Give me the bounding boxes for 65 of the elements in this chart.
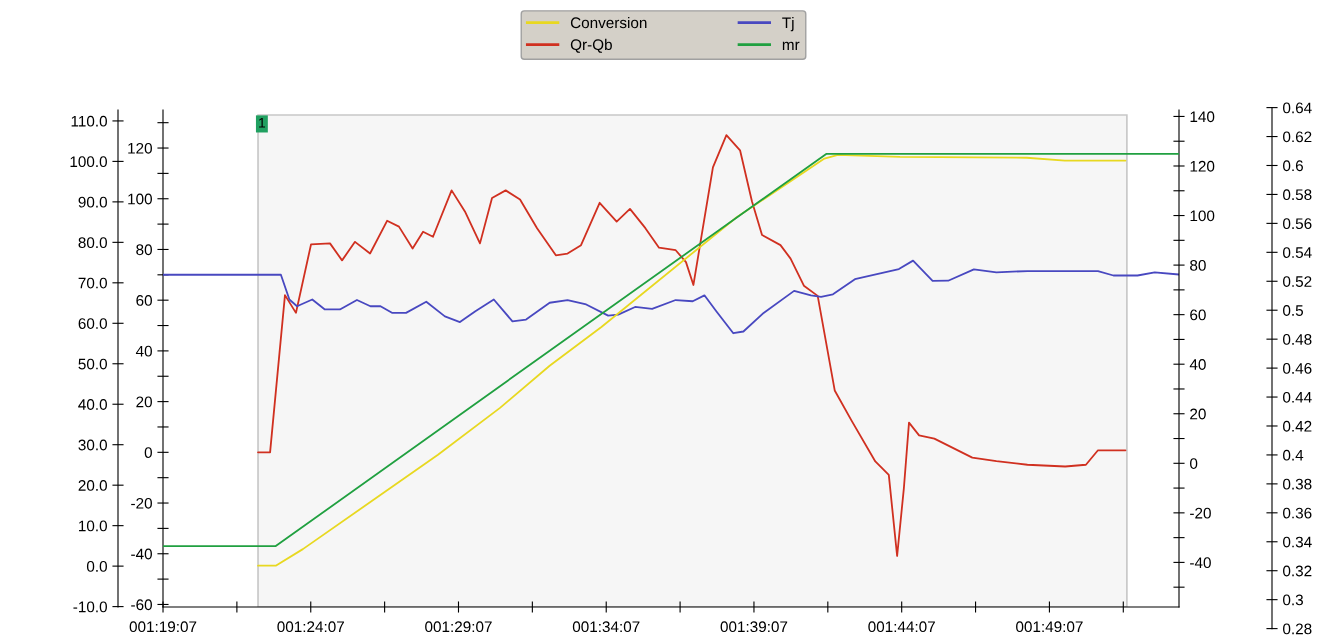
y-tick-label: 80 — [136, 244, 152, 256]
y-tick-label: 40 — [135, 345, 152, 357]
x-tick-label: 001:39:07 — [720, 621, 788, 633]
y-tick-label: 120 — [128, 142, 152, 154]
y-tick-label: 0 — [144, 447, 152, 459]
y-tick-label: 0.28 — [1283, 623, 1312, 635]
y2-tick-label: 120 — [1190, 160, 1215, 172]
y-tick-label: -20 — [131, 497, 152, 509]
y3-tick-label: 110.0 — [71, 115, 107, 127]
x-tick-label: 001:24:07 — [277, 621, 344, 633]
y-tick-label: 0.3 — [1283, 594, 1303, 606]
y-tick-label: 0.6 — [1283, 160, 1303, 172]
legend-label: Conversion — [570, 16, 647, 29]
y-tick-label: 60 — [136, 295, 152, 306]
y2-tick-label: 0 — [1190, 458, 1198, 469]
y3-tick-label: 30.0 — [78, 439, 107, 451]
band-label: 1 — [259, 117, 266, 128]
y3-tick-label: 90.0 — [78, 196, 107, 208]
y-tick-label: 0.42 — [1283, 420, 1312, 432]
x-tick-label: 001:44:07 — [868, 621, 935, 633]
legend-label: mr — [782, 41, 800, 50]
x-tick-label: 001:49:07 — [1016, 621, 1083, 633]
y-tick-label: -60 — [131, 599, 152, 611]
y3-tick-label: 80.0 — [78, 237, 107, 249]
y-tick-label: 0.48 — [1283, 334, 1312, 345]
y3-tick-label: -10.0 — [73, 601, 107, 613]
y-tick-label: 0.4 — [1283, 449, 1304, 461]
x-tick-label: 001:34:07 — [572, 621, 640, 633]
y-tick-label: 0.36 — [1283, 507, 1312, 519]
line-series — [163, 259, 1179, 335]
y-tick-label: 20 — [136, 396, 152, 408]
y3-tick-label: 0.0 — [86, 560, 107, 572]
y-tick-label: 0.52 — [1283, 276, 1312, 287]
y2-tick-label: 100 — [1190, 210, 1215, 222]
y2-tick-label: 140 — [1190, 111, 1215, 123]
y-tick-label: 0.46 — [1283, 362, 1312, 374]
y3-tick-label: 50.0 — [78, 358, 107, 370]
y3-tick-label: 70.0 — [78, 277, 107, 289]
y-tick-label: 0.64 — [1283, 102, 1312, 114]
y2-tick-label: 20 — [1190, 408, 1206, 420]
y3-tick-label: 10.0 — [79, 520, 107, 532]
y-tick-label: 0.56 — [1283, 218, 1312, 230]
y-tick-label: 0.62 — [1283, 131, 1312, 143]
x-tick-label: 001:19:07 — [129, 621, 197, 633]
y-tick-label: 0.38 — [1283, 478, 1312, 490]
y-tick-label: 0.5 — [1283, 305, 1304, 316]
y3-tick-label: 20.0 — [78, 480, 107, 491]
legend-label: Tj — [782, 16, 794, 32]
y2-tick-label: 60 — [1190, 309, 1206, 321]
y3-tick-label: 100.0 — [70, 156, 107, 168]
y2-tick-label: 80 — [1190, 259, 1206, 271]
y-tick-label: 0.32 — [1283, 565, 1312, 577]
y2-tick-label: -40 — [1190, 557, 1211, 569]
y-tick-label: 0.34 — [1283, 536, 1312, 548]
x-tick-label: 001:29:07 — [425, 621, 492, 633]
y-tick-label: -40 — [131, 548, 152, 560]
y-tick-label: 0.54 — [1283, 247, 1312, 259]
y3-tick-label: 40.0 — [78, 399, 107, 410]
legend-label: Qr-Qb — [570, 38, 612, 53]
y-tick-label: 0.58 — [1283, 189, 1312, 201]
y2-tick-label: -20 — [1190, 507, 1211, 519]
y2-tick-label: 40 — [1189, 359, 1206, 370]
y-tick-label: 100 — [128, 193, 152, 205]
y-tick-label: 0.44 — [1283, 391, 1312, 403]
y3-tick-label: 60.0 — [78, 318, 107, 329]
